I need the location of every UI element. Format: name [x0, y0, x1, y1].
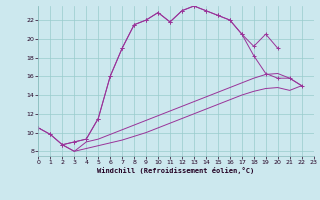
- X-axis label: Windchill (Refroidissement éolien,°C): Windchill (Refroidissement éolien,°C): [97, 167, 255, 174]
